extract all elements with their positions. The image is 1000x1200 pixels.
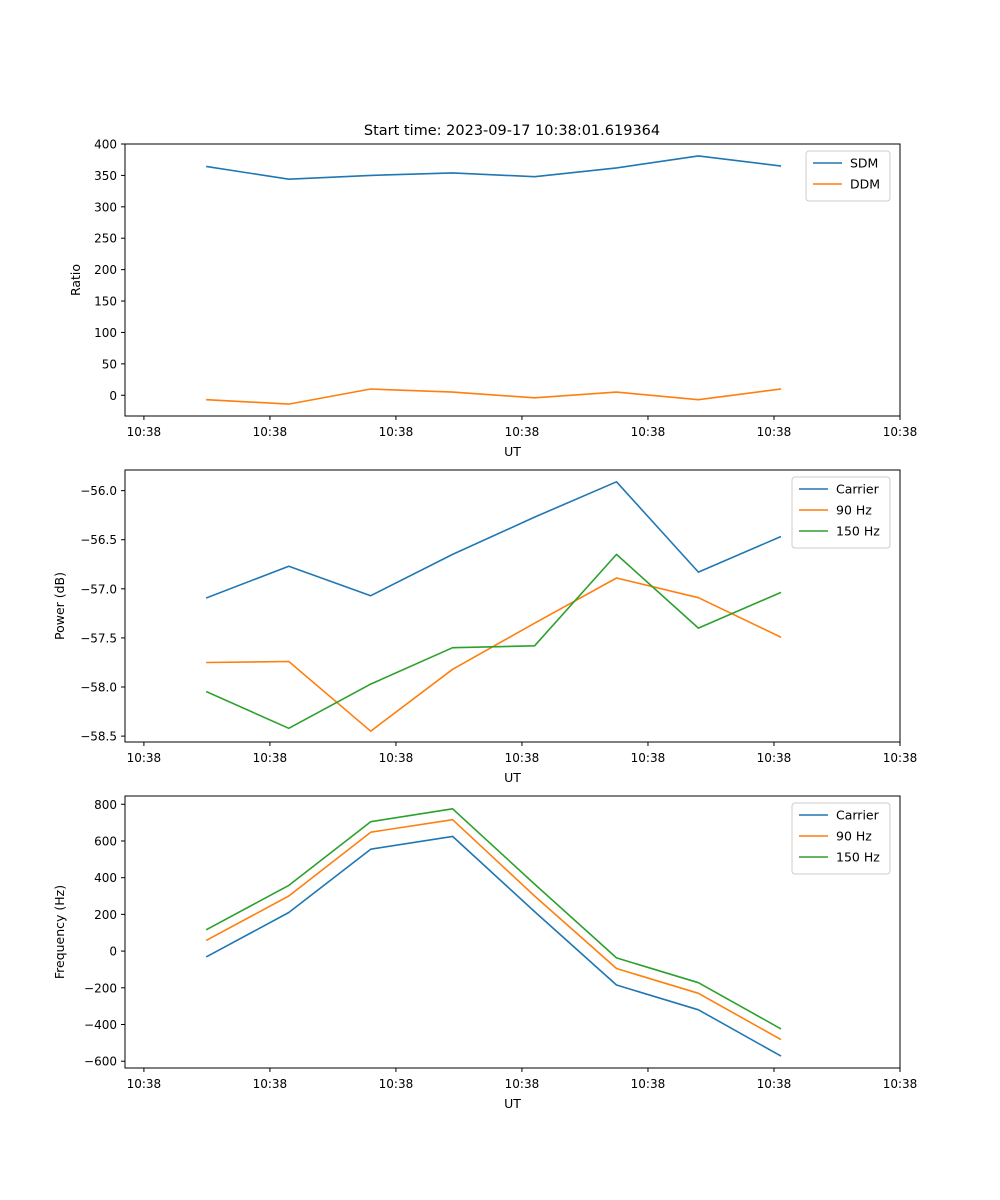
y-tick-label: −56.0	[80, 484, 117, 498]
panel-power: 10:3810:3810:3810:3810:3810:3810:3810:39…	[52, 469, 918, 785]
y-tick-label: 150	[94, 295, 117, 309]
y-tick-label: 200	[94, 908, 117, 922]
x-tick-label: 10:38	[505, 425, 540, 439]
y-tick-label: 0	[109, 945, 117, 959]
x-tick-label: 10:38	[253, 425, 288, 439]
series-line-carrier	[205, 480, 782, 599]
x-tick-label: 10:38	[757, 1077, 792, 1091]
series-line-90-hz	[205, 818, 782, 1041]
y-tick-label: 100	[94, 326, 117, 340]
x-tick-label: 10:38	[127, 425, 162, 439]
x-axis-label: UT	[504, 1096, 521, 1111]
legend-label: 150 Hz	[836, 524, 880, 539]
x-tick-label: 10:38	[505, 1077, 540, 1091]
y-tick-label: 50	[102, 357, 117, 371]
series-line-ddm	[206, 388, 782, 405]
legend-label: 90 Hz	[836, 829, 872, 844]
x-tick-label: 10:38	[379, 1077, 414, 1091]
y-tick-label: 400	[94, 871, 117, 885]
x-tick-label: 10:38	[379, 425, 414, 439]
series-line-90-hz	[206, 577, 782, 733]
series-line-150-hz	[205, 553, 782, 730]
series-line-sdm	[205, 155, 782, 180]
figure-title: Start time: 2023-09-17 10:38:01.619364	[364, 123, 660, 139]
legend-label: Carrier	[836, 482, 880, 497]
x-tick-label: 10:38	[253, 1077, 288, 1091]
y-axis-label: Frequency (Hz)	[52, 885, 67, 979]
y-tick-label: 800	[94, 798, 117, 812]
x-tick-label: 10:38	[757, 425, 792, 439]
y-tick-label: 400	[94, 138, 117, 152]
x-tick-label: 10:38	[631, 1077, 666, 1091]
panel-frequency: 10:3810:3810:3810:3810:3810:3810:3810:39…	[52, 795, 918, 1111]
legend-label: Carrier	[836, 808, 880, 823]
x-tick-label: 10:38	[757, 751, 792, 765]
y-axis-label: Ratio	[68, 264, 83, 296]
panel-ratio: 10:3810:3810:3810:3810:3810:3810:3810:39…	[68, 138, 918, 460]
legend-label: 90 Hz	[836, 503, 872, 518]
x-tick-label: 10:38	[631, 751, 666, 765]
series-line-150-hz	[205, 807, 782, 1030]
legend: Carrier 90 Hz 150 Hz	[791, 802, 891, 875]
y-axis-label: Power (dB)	[52, 572, 67, 640]
x-tick-label: 10:38	[631, 425, 666, 439]
series-line-carrier	[205, 835, 782, 1057]
y-tick-label: −58.5	[80, 730, 117, 744]
axes-frame	[124, 795, 901, 1069]
x-tick-label: 10:38	[505, 751, 540, 765]
y-tick-label: −58.0	[80, 681, 117, 695]
y-tick-label: 200	[94, 263, 117, 277]
y-tick-label: −57.5	[80, 631, 117, 645]
y-tick-label: 600	[94, 834, 117, 848]
y-tick-label: −400	[84, 1018, 117, 1032]
y-tick-label: 0	[109, 389, 117, 403]
x-tick-label: 10:38	[883, 751, 918, 765]
axes-frame	[124, 469, 901, 743]
legend-label: DDM	[850, 177, 880, 192]
legend: SDM DDM	[805, 150, 891, 202]
y-tick-label: 350	[94, 169, 117, 183]
legend: Carrier 90 Hz 150 Hz	[791, 476, 891, 549]
x-tick-label: 10:38	[883, 425, 918, 439]
y-tick-label: −57.0	[80, 582, 117, 596]
legend-label: SDM	[850, 156, 878, 171]
x-tick-label: 10:38	[127, 1077, 162, 1091]
y-tick-label: 250	[94, 232, 117, 246]
y-tick-label: −600	[84, 1055, 117, 1069]
x-tick-label: 10:38	[127, 751, 162, 765]
y-tick-label: 300	[94, 200, 117, 214]
y-tick-label: −200	[84, 981, 117, 995]
x-tick-label: 10:38	[253, 751, 288, 765]
axes-frame	[124, 143, 901, 417]
legend-label: 150 Hz	[836, 850, 880, 865]
y-tick-label: −56.5	[80, 533, 117, 547]
x-tick-label: 10:38	[883, 1077, 918, 1091]
x-tick-label: 10:38	[379, 751, 414, 765]
x-axis-label: UT	[504, 770, 521, 785]
x-axis-label: UT	[504, 444, 521, 459]
